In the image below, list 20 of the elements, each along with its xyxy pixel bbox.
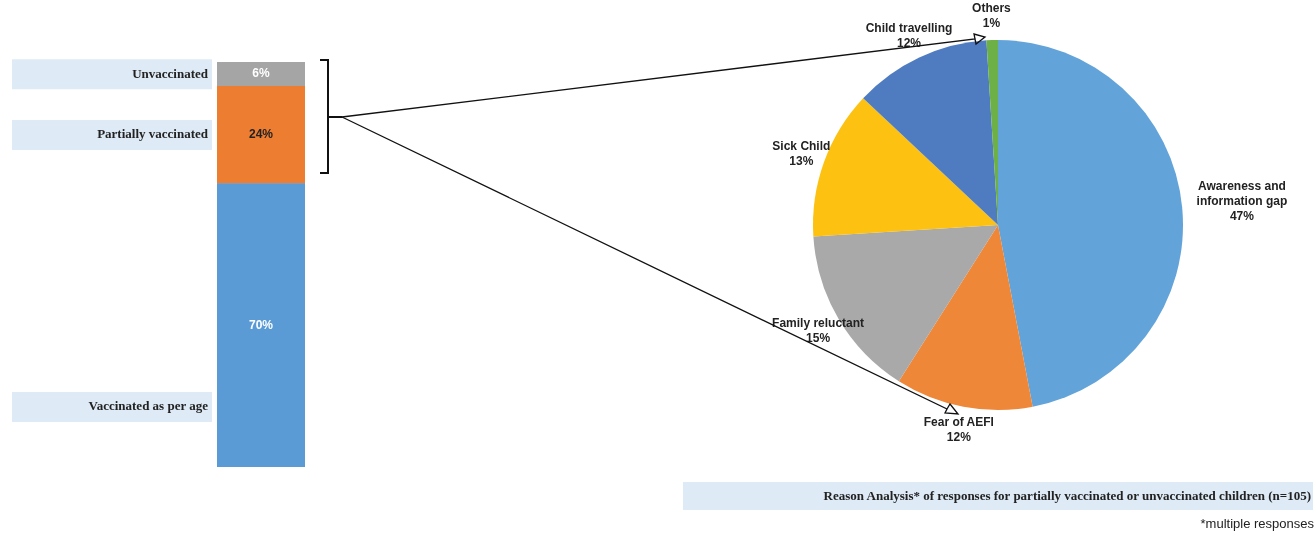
slice-label: Fear of AEFI [923,415,994,430]
series-label: Vaccinated as per age [88,398,209,414]
series-label: Unvaccinated [132,65,209,81]
data-label: 12% [897,35,922,50]
slice-label: Child travelling [865,20,953,35]
data-label: 12% [946,430,972,445]
slice-label: Family reluctant [772,316,865,331]
data-label: 1% [982,15,1001,30]
text: Reason Analysis* of responses for partially vaccinated or unvaccinated children (n=105) [683,482,1313,510]
slice-label: Awareness and information gap [1196,179,1288,209]
data-label: 24% [248,127,274,142]
text: *multiple responses [1200,516,1314,531]
data-label: 70% [248,317,274,332]
slice-label: Others [972,0,1012,15]
slice-label: Sick Child [772,139,831,154]
data-label: 15% [806,331,831,346]
data-label: 47% [1229,209,1255,224]
data-label: 6% [252,66,270,81]
data-label: 13% [789,154,814,169]
series-label: Partially vaccinated [97,126,209,142]
